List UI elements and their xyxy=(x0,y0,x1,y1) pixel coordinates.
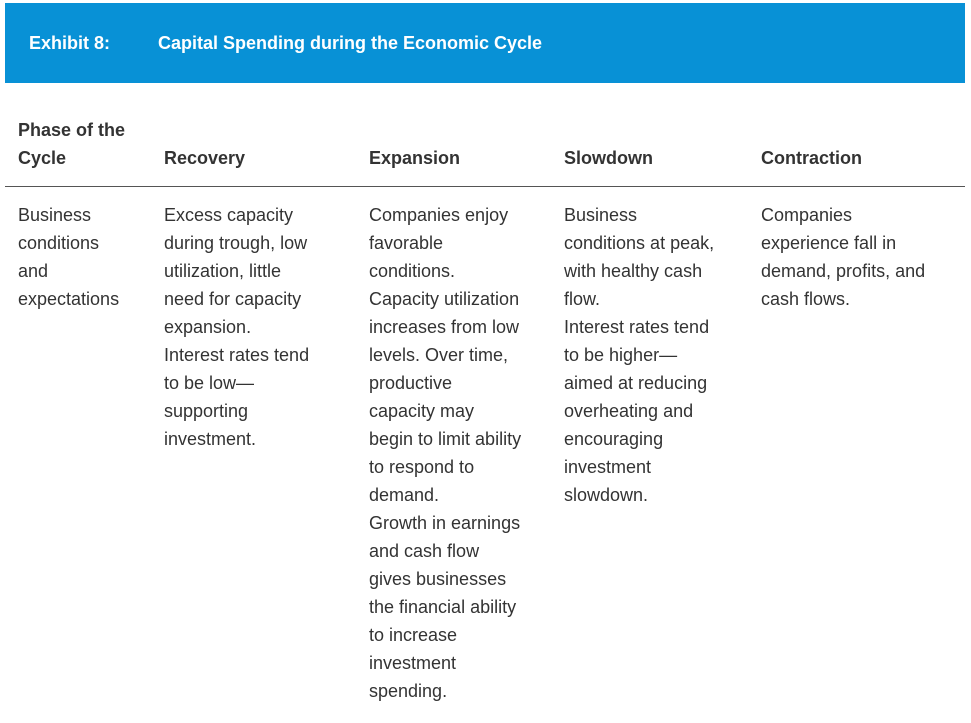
cell-line: gives businesses xyxy=(369,569,507,589)
cell-line: capacity may xyxy=(369,401,475,421)
cell-line: Business xyxy=(564,205,638,225)
cell-line: increases from low xyxy=(369,317,520,337)
cell-line: encouraging xyxy=(564,429,664,449)
exhibit-title: Capital Spending during the Economic Cyc… xyxy=(158,33,543,53)
cell-line: demand. xyxy=(369,485,440,505)
cell-line: Companies enjoy xyxy=(369,205,509,225)
cell-line: and xyxy=(18,261,49,281)
cell-line: Growth in earnings xyxy=(369,513,521,533)
cell-line: overheating and xyxy=(564,401,694,421)
cell-line: slowdown. xyxy=(564,485,649,505)
cell-line: Business xyxy=(18,205,92,225)
cell-line: demand, profits, and xyxy=(761,261,926,281)
cell-line: to be low— xyxy=(164,373,255,393)
header-line: Phase of the xyxy=(18,120,126,140)
table-header-row: Phase of the Cycle Recovery Expansion Sl… xyxy=(5,118,965,187)
cell-line: aimed at reducing xyxy=(564,373,708,393)
cell-line: conditions xyxy=(18,233,100,253)
cell-line: conditions at peak, xyxy=(564,233,715,253)
cell-line: to respond to xyxy=(369,457,475,477)
cell-line: cash flows. xyxy=(761,289,851,309)
cell-line: and cash flow xyxy=(369,541,480,561)
exhibit-label: Exhibit 8: xyxy=(29,33,111,53)
cell-line: flow. xyxy=(564,289,601,309)
cell-line: spending. xyxy=(369,681,448,701)
cell-line: productive xyxy=(369,373,453,393)
cell-line: expectations xyxy=(18,289,120,309)
cell-line: conditions. xyxy=(369,261,456,281)
header-recovery: Recovery xyxy=(164,144,354,172)
cell-line: expansion. xyxy=(164,317,252,337)
cell-line: begin to limit ability xyxy=(369,429,522,449)
exhibit-banner: Exhibit 8: Capital Spending during the E… xyxy=(5,3,965,83)
cell-phase: Business conditions and expectations xyxy=(18,201,153,313)
header-line: Slowdown xyxy=(564,148,653,168)
cell-recovery: Excess capacity during trough, low utiliza… xyxy=(164,201,354,453)
header-slowdown: Slowdown xyxy=(564,144,744,172)
header-line: Cycle xyxy=(18,148,67,168)
cell-line: experience fall in xyxy=(761,233,897,253)
cell-line: investment xyxy=(369,653,457,673)
header-line: Expansion xyxy=(369,148,461,168)
cell-line: favorable xyxy=(369,233,444,253)
header-line: Contraction xyxy=(761,148,862,168)
cell-line: Excess capacity xyxy=(164,205,294,225)
cell-line: Interest rates tend xyxy=(164,345,310,365)
header-expansion: Expansion xyxy=(369,144,554,172)
cell-line: utilization, little xyxy=(164,261,282,281)
cell-line: supporting xyxy=(164,401,249,421)
cell-line: during trough, low xyxy=(164,233,308,253)
cell-line: investment. xyxy=(164,429,257,449)
cell-expansion: Companies enjoy favorable conditions. Capac… xyxy=(369,201,554,705)
cell-line: to increase xyxy=(369,625,458,645)
cell-slowdown: Business conditions at peak, with healthy … xyxy=(564,201,744,509)
capital-spending-table: Phase of the Cycle Recovery Expansion Sl… xyxy=(5,118,965,701)
cell-line: need for capacity xyxy=(164,289,302,309)
cell-line: Companies xyxy=(761,205,853,225)
cell-line: levels. Over time, xyxy=(369,345,509,365)
cell-contraction: Companies experience fall in demand, profi… xyxy=(761,201,961,313)
cell-line: investment xyxy=(564,457,652,477)
cell-line: Interest rates tend xyxy=(564,317,710,337)
cell-line: to be higher— xyxy=(564,345,678,365)
cell-line: Capacity utilization xyxy=(369,289,520,309)
header-phase: Phase of the Cycle xyxy=(18,116,153,172)
cell-line: the financial ability xyxy=(369,597,517,617)
header-contraction: Contraction xyxy=(761,144,961,172)
cell-line: with healthy cash xyxy=(564,261,703,281)
table-row: Business conditions and expectations Excess… xyxy=(5,187,965,701)
header-line: Recovery xyxy=(164,148,246,168)
